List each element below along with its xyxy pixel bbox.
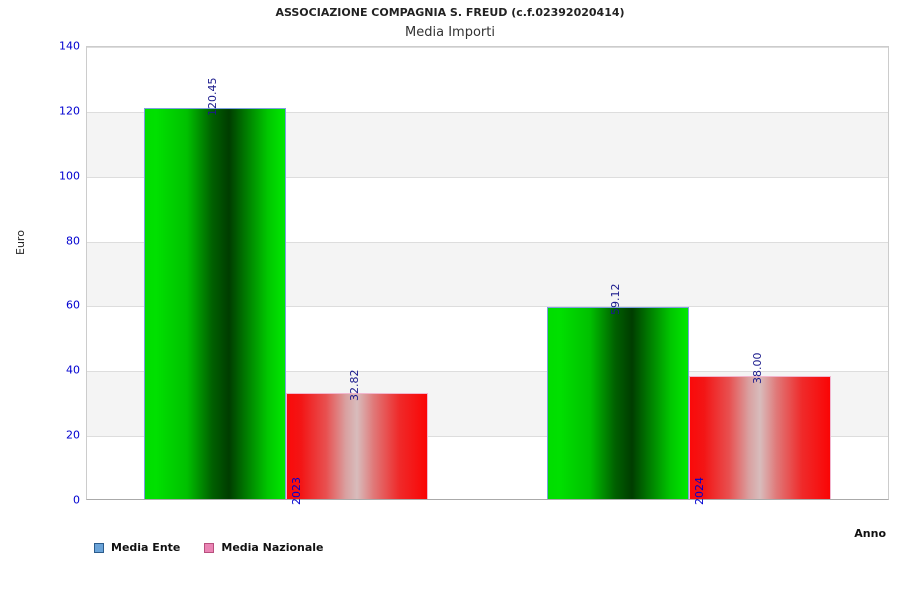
gridline (87, 47, 888, 48)
gridline (87, 306, 888, 308)
x-axis-tick-label-2023: 2023 (290, 477, 303, 505)
bar-2024-media-ente[interactable] (547, 307, 689, 499)
bar-value-label: 59.12 (609, 283, 622, 316)
y-axis-tick-label: 0 (73, 493, 80, 507)
y-axis-tick-label: 40 (66, 363, 80, 377)
gridline (87, 371, 888, 373)
bar-2023-media-nazionale[interactable] (286, 392, 428, 499)
bar-value-label: 38.00 (751, 352, 764, 384)
legend-swatch-icon (94, 542, 104, 553)
bar-value-label: 120.45 (206, 77, 219, 117)
legend-label: Media Ente (111, 541, 181, 554)
y-axis-tick-label: 120 (59, 104, 80, 118)
chart-title: ASSOCIAZIONE COMPAGNIA S. FREUD (c.f.023… (275, 6, 625, 19)
legend-label: Media Nazionale (221, 541, 324, 554)
legend-item-media-ente[interactable]: Media Ente (94, 541, 180, 554)
y-axis-tick-label: 100 (59, 169, 80, 183)
bar-2024-media-nazionale[interactable] (689, 375, 831, 499)
y-axis-tick-container: 0 20 40 60 80 100 120 140 (0, 40, 86, 507)
gridline (87, 176, 888, 178)
legend-swatch-icon (204, 542, 215, 553)
y-axis-tick-label: 60 (66, 298, 80, 312)
bar-2023-media-ente[interactable] (144, 108, 286, 499)
gridline (87, 241, 888, 243)
x-axis-title: Anno (854, 527, 886, 540)
bar-value-label: 32.82 (348, 369, 361, 401)
legend-item-media-nazionale[interactable]: Media Nazionale (204, 541, 324, 554)
chart-subtitle: Media Importi (405, 25, 495, 40)
y-axis-tick-label: 80 (66, 234, 80, 248)
x-axis-tick-label-2024: 2024 (693, 477, 706, 505)
y-axis-tick-label: 140 (59, 39, 80, 53)
y-axis-tick-label: 20 (66, 428, 80, 442)
plot-area (86, 46, 889, 500)
chart-legend: Media Ente Media Nazionale (94, 541, 324, 554)
gridline (87, 111, 888, 113)
y-axis-title: Euro (14, 230, 27, 255)
gridline (87, 436, 888, 438)
